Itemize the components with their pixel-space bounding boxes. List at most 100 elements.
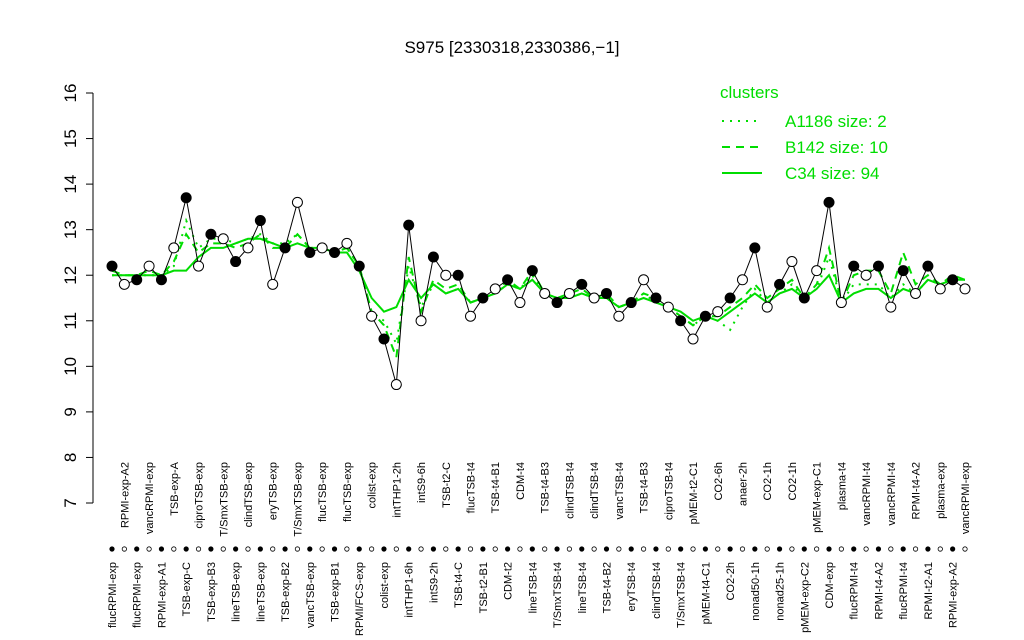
data-point	[353, 260, 365, 272]
category-tick	[554, 546, 560, 552]
data-point	[613, 310, 625, 322]
category-tick	[183, 546, 189, 552]
category-tick	[344, 546, 350, 552]
x-tick-label: RPMI-t4-A2	[911, 462, 923, 519]
category-tick	[776, 546, 783, 552]
x-tick-label: flucRPMI-exp	[107, 562, 119, 628]
x-tick-label: TSB-t4-B1	[490, 462, 502, 513]
x-tick-label: eryTSB-t4	[626, 562, 638, 612]
x-tick-label: flucTSB-exp	[317, 462, 329, 522]
category-tick	[307, 546, 313, 552]
x-tick-label: T/SmxTSB-exp	[292, 462, 304, 537]
data-point	[588, 292, 600, 304]
data-point	[427, 251, 439, 263]
data-point	[118, 278, 130, 290]
x-tick-label: T/SmxTSB-exp	[218, 462, 230, 537]
data-point	[811, 265, 823, 277]
category-tick	[900, 546, 906, 552]
category-tick	[492, 546, 498, 552]
x-tick-label: vancRPMI-t4	[886, 462, 898, 526]
legend-title: clusters	[720, 83, 779, 102]
x-tick-label: vancTSB-exp	[305, 562, 317, 628]
x-tick-label: lineTSB-t4	[577, 562, 589, 613]
data-point	[366, 310, 378, 322]
category-tick	[851, 546, 857, 552]
category-tick	[950, 546, 956, 552]
x-tick-label: flucRPMI-t4	[898, 562, 910, 619]
x-tick-label: CO2-1h	[762, 462, 774, 501]
x-tick-label: vancTSB-t4	[614, 462, 626, 519]
category-tick	[529, 546, 535, 552]
category-tick	[134, 546, 140, 552]
x-tick-label: colist-exp	[367, 462, 379, 508]
chart-title: S975 [2330318,2330386,−1]	[404, 38, 619, 57]
x-tick-label: CDM-exp	[824, 562, 836, 608]
category-tick	[937, 546, 943, 552]
x-tick-label: intS9-2h	[428, 562, 440, 603]
x-tick-label: anaer-2h	[737, 462, 749, 506]
x-tick-label: intTHP1-2h	[391, 462, 403, 518]
x-tick-label: clindTSB-t4	[589, 462, 601, 519]
category-tick	[826, 546, 832, 552]
data-point	[390, 379, 402, 391]
category-tick	[591, 546, 597, 552]
data-point	[761, 301, 773, 313]
data-point	[860, 269, 872, 281]
category-tick	[628, 546, 634, 552]
category-tick	[158, 546, 165, 552]
data-point	[947, 274, 959, 286]
x-tick-label: RPMI/FCS-exp	[354, 562, 366, 636]
data-point	[823, 196, 835, 208]
x-tick-label: TSB-t4-B2	[601, 562, 613, 613]
data-point	[242, 242, 254, 254]
data-point	[526, 265, 538, 277]
data-point	[304, 246, 316, 258]
x-tick-label: TSB-t4-B3	[639, 462, 651, 513]
category-tick	[369, 546, 375, 552]
category-tick	[233, 546, 239, 552]
data-point	[316, 242, 328, 254]
y-tick-label: 11	[61, 312, 80, 330]
x-tick-label: TSB-exp-C	[181, 562, 193, 616]
category-tick	[665, 546, 671, 552]
x-tick-label: CO2-6h	[713, 462, 725, 501]
category-tick	[146, 546, 152, 552]
x-tick-label: pMEM-exp-C2	[799, 562, 811, 633]
x-tick-label: TSB-t2-B1	[478, 562, 490, 613]
x-tick-label: clindTSB-exp	[243, 462, 255, 527]
data-point	[205, 228, 217, 240]
category-tick	[542, 546, 548, 552]
x-tick-label: colist-exp	[379, 562, 391, 608]
data-point	[477, 292, 489, 304]
x-tick-label: plasma-t4	[836, 462, 848, 510]
y-tick-label: 12	[61, 266, 80, 285]
category-tick	[801, 546, 807, 552]
data-point	[600, 287, 612, 299]
x-tick-label: RPMI-t2-A1	[923, 562, 935, 619]
data-point	[180, 192, 192, 204]
data-point	[143, 260, 155, 272]
category-tick	[406, 546, 412, 552]
category-tick	[195, 546, 202, 552]
y-tick-label: 16	[61, 84, 80, 103]
category-tick	[888, 546, 894, 552]
x-tick-label: flucTSB-exp	[342, 462, 354, 522]
data-point	[254, 215, 266, 227]
category-tick	[393, 546, 399, 552]
data-point	[712, 306, 724, 318]
category-tick	[579, 546, 585, 552]
category-tick	[504, 546, 511, 552]
category-tick	[109, 546, 115, 552]
x-tick-label: nonad25-1h	[775, 562, 787, 621]
category-tick	[245, 546, 251, 552]
x-tick-label: CDM-t2	[503, 562, 515, 600]
x-tick-label: CDM-t4	[515, 462, 527, 500]
x-tick-label: eryTSB-exp	[268, 462, 280, 520]
category-tick	[467, 546, 474, 552]
category-tick	[727, 546, 733, 552]
x-tick-label: vancRPMI-exp	[144, 462, 156, 534]
category-tick	[381, 546, 387, 552]
category-tick	[814, 546, 820, 552]
category-tick	[838, 546, 844, 552]
legend-label: A1186 size: 2	[785, 112, 887, 131]
